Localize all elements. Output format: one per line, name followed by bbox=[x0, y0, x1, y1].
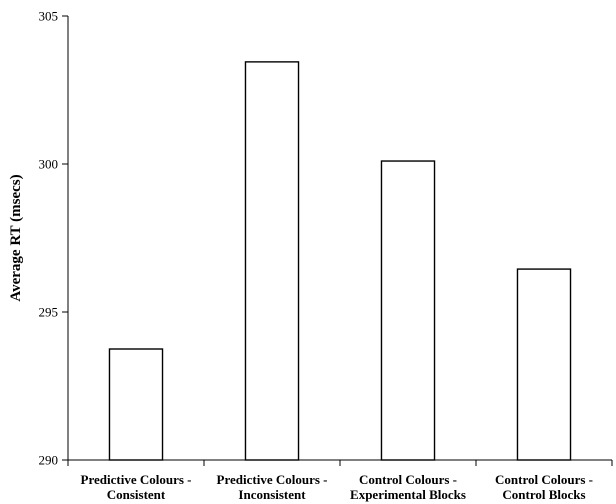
bar bbox=[244, 61, 300, 461]
bar bbox=[380, 160, 436, 461]
y-axis-title: Average RT (msecs) bbox=[8, 174, 24, 301]
bar bbox=[516, 268, 572, 461]
x-ticks-layer bbox=[67, 460, 613, 466]
bars-layer bbox=[108, 61, 572, 461]
category-labels-layer: Predictive Colours -Consistent Predictive… bbox=[81, 472, 593, 502]
bar bbox=[108, 348, 164, 461]
y-tick-label: 295 bbox=[39, 305, 59, 320]
y-tick-label: 300 bbox=[39, 157, 59, 172]
category-label: Control Colours -Experimental Blocks bbox=[350, 472, 466, 502]
category-label: Control Colours -Control Blocks bbox=[495, 472, 593, 502]
category-label: Predictive Colours -Inconsistent bbox=[217, 472, 328, 502]
y-ticks-layer: 290 295 300 305 bbox=[39, 9, 68, 468]
category-label: Predictive Colours -Consistent bbox=[81, 472, 192, 502]
y-tick-label: 290 bbox=[39, 453, 59, 468]
y-tick-label: 305 bbox=[39, 9, 59, 24]
